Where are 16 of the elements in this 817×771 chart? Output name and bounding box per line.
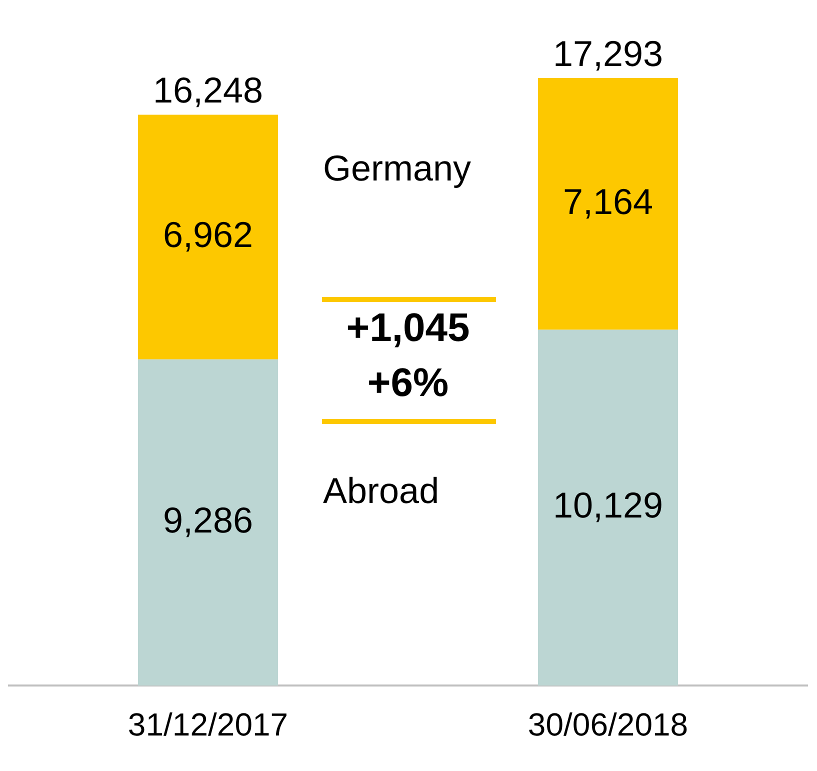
data-label: 9,286 <box>162 499 254 540</box>
annotation: +6% <box>367 361 449 406</box>
total-label: 17,293 <box>552 32 664 74</box>
bar <box>538 330 678 686</box>
bar <box>138 114 278 360</box>
x-tick-label: 31/12/2017 <box>128 706 288 743</box>
data-label: 6,962 <box>162 214 254 255</box>
data-label: 10,129 <box>552 484 664 526</box>
bar <box>538 78 678 330</box>
annotation: +1,045 <box>346 306 470 350</box>
total-label: 16,248 <box>152 70 264 111</box>
series-label: Germany <box>323 147 472 188</box>
bar <box>138 359 278 686</box>
series-label: Abroad <box>323 470 440 511</box>
x-tick-label: 30/06/2018 <box>528 706 688 743</box>
data-label: 7,164 <box>562 180 654 222</box>
